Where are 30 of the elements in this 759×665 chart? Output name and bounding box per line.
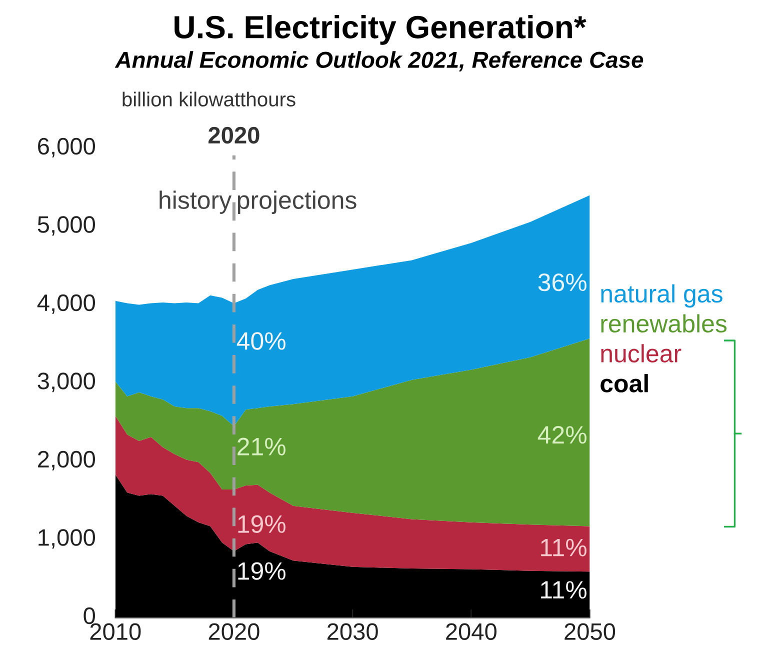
annotation: projections: [238, 190, 356, 214]
y-tick-label: 4,000: [37, 294, 96, 314]
y-tick-label: 1,000: [38, 529, 96, 549]
y-tick-label: 6,000: [38, 138, 96, 158]
x-tick-label: 2030: [327, 623, 378, 640]
annotation: 11%: [541, 538, 586, 556]
annotation: 36%: [538, 273, 586, 292]
x-tick-label: 2050: [564, 623, 616, 640]
series-label: natural gas: [601, 284, 722, 308]
annotation: 19%: [238, 562, 286, 580]
y-tick-label: 3,000: [38, 372, 96, 392]
chart-subtitle: Annual Economic Outlook 2021, Reference Case: [114, 51, 644, 72]
y-tick-label: 5,000: [38, 216, 96, 236]
ref-line-label: 2020: [208, 126, 260, 144]
annotation: history: [160, 190, 232, 214]
y-axis-title: billion kilowatthours: [122, 92, 296, 106]
annotation: 19%: [238, 515, 286, 533]
y-tick-label: 0: [84, 607, 95, 624]
annotation: 21%: [238, 438, 286, 456]
y-tick-label: 2,000: [38, 450, 96, 470]
annotation: 40%: [236, 332, 286, 350]
annotation: 11%: [541, 581, 586, 599]
series-label: renewables: [601, 314, 727, 333]
text: nuclear: [601, 344, 682, 362]
annotation: 42%: [538, 426, 586, 444]
x-tick-label: 2010: [90, 623, 141, 640]
chart-title: U.S. Electricity Generation*: [174, 15, 586, 45]
x-tick-label: 2020: [208, 623, 260, 640]
text: coal: [600, 374, 648, 392]
x-tick-label: 2040: [446, 623, 496, 640]
